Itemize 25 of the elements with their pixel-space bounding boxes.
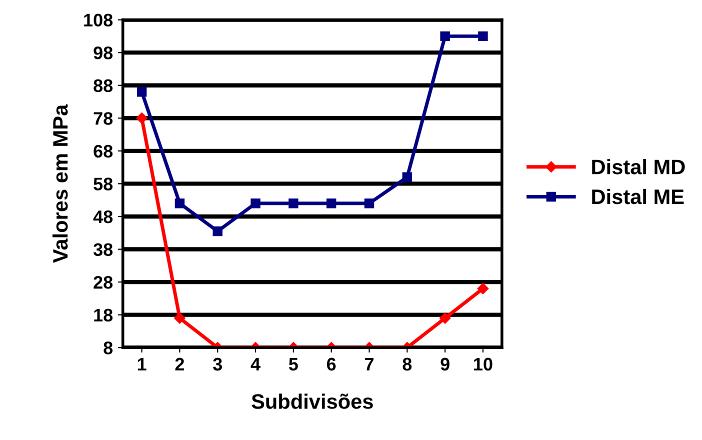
y-tick-label: 58	[94, 178, 113, 190]
y-tick-label: 78	[94, 112, 113, 125]
x-tick-label: 1	[138, 358, 146, 370]
x-tick-label: 3	[213, 358, 222, 371]
y-tick-label: 68	[94, 144, 113, 158]
y-tick-label: 48	[93, 210, 113, 224]
x-tick-label: 7	[365, 358, 374, 370]
x-axis-title: Subdivisões	[252, 394, 373, 409]
y-axis-title: Valores em MPa	[52, 104, 68, 263]
y-tick-label: 88	[94, 79, 113, 92]
x-tick-label: 2	[175, 358, 184, 370]
x-tick-label: 9	[440, 358, 450, 371]
x-tick-label: 5	[288, 358, 298, 371]
y-tick-label: 108	[84, 14, 113, 27]
y-tick-label: 18	[94, 308, 113, 322]
x-tick-label: 10	[474, 358, 492, 371]
x-tick-label: 8	[402, 358, 412, 371]
y-tick-label: 98	[94, 46, 113, 60]
y-tick-label: 28	[94, 276, 113, 289]
x-tick-label: 4	[250, 358, 260, 370]
y-tick-label: 8	[104, 342, 113, 354]
legend-label: Distal MD	[592, 159, 685, 174]
x-tick-label: 6	[326, 358, 336, 371]
y-tick-label: 38	[93, 243, 113, 256]
legend-label: Distal ME	[592, 188, 684, 204]
